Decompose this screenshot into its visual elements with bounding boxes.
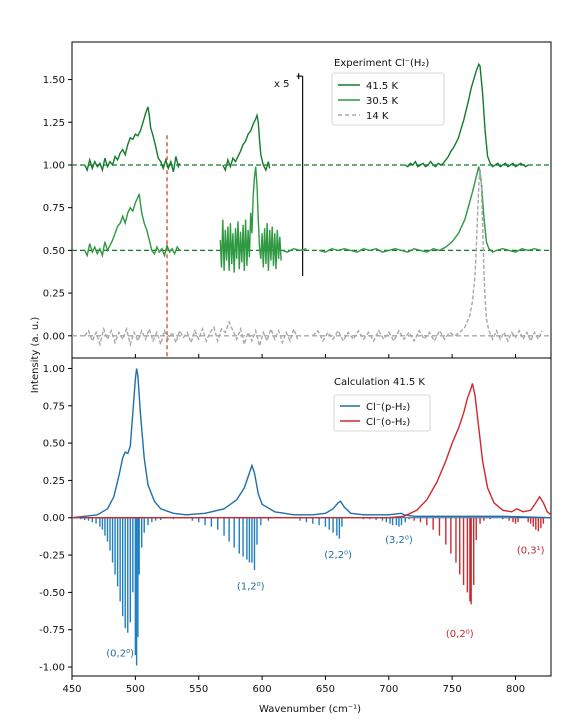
legend-label-41k: 41.5 K <box>366 81 398 92</box>
calculation-x-ticks: 450 500 550 600 650 700 750 800 <box>62 676 525 695</box>
scale-annotation: x 5 <box>274 79 289 90</box>
calculation-y-tick-label: 0.25 <box>43 476 65 487</box>
calculation-x-tick-label: 750 <box>443 684 462 695</box>
experiment-panel: 0.00 0.25 0.50 0.75 1.00 1.25 1.50 Experiment … <box>43 41 552 359</box>
calculation-x-tick-label: 550 <box>189 684 208 695</box>
peak-label: (2,2⁰) <box>324 550 352 561</box>
legend-label-30k: 30.5 K <box>366 96 398 107</box>
experiment-series-2 <box>312 168 543 343</box>
legend-label-14k: 14 K <box>366 111 389 122</box>
experiment-series-0 <box>404 62 529 168</box>
calculation-panel: -1.00 -0.75 -0.50 -0.25 0.00 0.25 0.50 0.75 1.00… <box>39 357 552 695</box>
experiment-y-ticks: 0.00 0.25 0.50 0.75 1.00 1.25 1.50 <box>43 75 72 342</box>
legend-label-ortho: Cl⁻(o-H₂) <box>366 417 410 428</box>
experiment-y-tick-label: 0.75 <box>43 203 65 214</box>
peak-label: (1,2⁰) <box>237 581 265 592</box>
calculation-series-0 <box>71 368 552 519</box>
calculation-legend: Cl⁻(p-H₂) Cl⁻(o-H₂) <box>333 394 431 432</box>
calculation-x-tick-label: 450 <box>62 684 81 695</box>
calculation-y-tick-label: 1.00 <box>43 364 65 375</box>
peak-label: (3,2⁰) <box>385 535 413 546</box>
experiment-title: Experiment Cl⁻(H₂) <box>334 58 429 69</box>
calculation-title: Calculation 41.5 K <box>334 377 425 388</box>
y-axis-label: Intensity (a. u.) <box>30 317 41 394</box>
experiment-y-tick-label: 1.00 <box>43 160 65 171</box>
calculation-x-tick-label: 500 <box>126 684 145 695</box>
calculation-y-tick-label: -0.75 <box>39 625 65 636</box>
peak-label: (0,3¹) <box>517 546 545 557</box>
calculation-x-tick-label: 700 <box>379 684 398 695</box>
experiment-y-tick-label: 0.25 <box>43 289 65 300</box>
legend-frame <box>331 72 445 126</box>
calculation-y-tick-label: 0.00 <box>43 513 65 524</box>
peak-label: (0,2⁰) <box>446 629 474 640</box>
experiment-series-0 <box>222 112 271 173</box>
experiment-y-tick-label: 1.50 <box>43 75 65 86</box>
experiment-series-1 <box>318 166 542 253</box>
calculation-y-tick-label: -1.00 <box>39 663 65 674</box>
calculation-y-tick-label: -0.25 <box>39 551 65 562</box>
calculation-series-1 <box>72 383 552 519</box>
experiment-plot-area <box>72 62 551 357</box>
experiment-series-1 <box>219 166 282 273</box>
experiment-series-1 <box>84 193 181 259</box>
experiment-series-1 <box>282 247 307 253</box>
experiment-y-tick-label: 1.25 <box>43 118 65 129</box>
legend-frame-calc <box>333 394 431 432</box>
calculation-x-tick-label: 650 <box>316 684 335 695</box>
calculation-x-tick-label: 800 <box>506 684 525 695</box>
experiment-panel-frame <box>71 41 552 359</box>
experiment-series-2 <box>84 320 299 349</box>
calculation-y-tick-label: 0.75 <box>43 401 65 412</box>
x-axis-label: Wavenumber (cm⁻¹) <box>259 704 361 715</box>
experiment-x-ticks <box>71 354 517 358</box>
experiment-legend: 41.5 K 30.5 K 14 K <box>331 72 445 126</box>
experiment-y-tick-label: 0.50 <box>43 246 65 257</box>
legend-label-para: Cl⁻(p-H₂) <box>366 402 410 413</box>
experiment-series-0 <box>84 106 181 173</box>
calculation-y-tick-label: 0.50 <box>43 439 65 450</box>
calculation-plot-area: (0,2⁰) (1,2⁰) (2,2⁰) (3,2⁰) (0,2⁰) (0,3¹) <box>71 368 552 666</box>
experiment-y-tick-label: 0.00 <box>43 331 65 342</box>
calculation-y-ticks: -1.00 -0.75 -0.50 -0.25 0.00 0.25 0.50 0.75 1.00 <box>39 364 72 674</box>
calculation-y-tick-label: -0.50 <box>39 588 65 599</box>
peak-label: (0,2⁰) <box>106 649 134 660</box>
calculation-x-tick-label: 600 <box>253 684 272 695</box>
